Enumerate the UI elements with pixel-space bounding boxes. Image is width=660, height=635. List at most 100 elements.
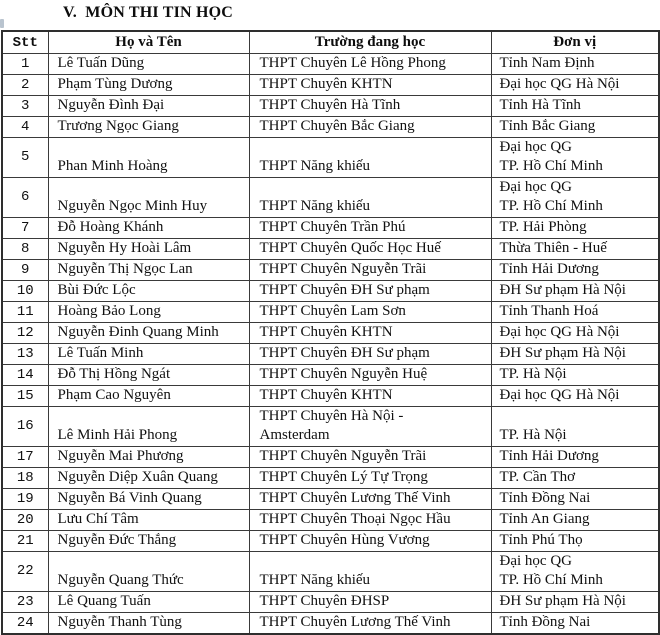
header-name: Họ và Tên: [47, 30, 250, 54]
stt-cell: 9: [1, 259, 49, 281]
name-cell: Trương Ngọc Giang: [47, 116, 250, 138]
unit-cell: Thừa Thiên - Huế: [490, 238, 660, 260]
name-cell: Đỗ Hoàng Khánh: [47, 217, 250, 239]
table-row: 15 Phạm Cao Nguyên THPT Chuyên KHTN Đại …: [1, 385, 660, 407]
school-cell: THPT Chuyên Lương Thế Vinh: [248, 488, 492, 510]
stt-cell: 24: [1, 612, 49, 635]
name-cell: Đỗ Thị Hồng Ngát: [47, 364, 250, 386]
table-row: 24 Nguyễn Thanh Tùng THPT Chuyên Lương T…: [1, 612, 660, 635]
school-cell: THPT Chuyên Nguyễn Trãi: [248, 446, 492, 468]
school-cell: THPT Chuyên ĐH Sư phạm: [248, 343, 492, 365]
stt-cell: 17: [1, 446, 49, 468]
table-row: 1 Lê Tuấn Dũng THPT Chuyên Lê Hồng Phong…: [1, 53, 660, 75]
unit-cell: Tỉnh Hà Tĩnh: [490, 95, 660, 117]
unit-cell: ĐH Sư phạm Hà Nội: [490, 280, 660, 302]
table-row: 22 Nguyễn Quang Thức THPT Năng khiếu Đại…: [1, 551, 660, 592]
name-cell: Phạm Cao Nguyên: [47, 385, 250, 407]
unit-cell: Đại học QG TP. Hồ Chí Minh: [490, 137, 660, 178]
school-cell: THPT Chuyên Quốc Học Huế: [248, 238, 492, 260]
table-row: 8 Nguyễn Hy Hoài Lâm THPT Chuyên Quốc Họ…: [1, 238, 660, 260]
header-unit: Đơn vị: [490, 30, 660, 54]
school-cell: THPT Chuyên Nguyễn Huệ: [248, 364, 492, 386]
table-row: 16 Lê Minh Hải Phong THPT Chuyên Hà Nội …: [1, 406, 660, 447]
unit-cell: Tỉnh Thanh Hoá: [490, 301, 660, 323]
table-row: 11 Hoàng Bảo Long THPT Chuyên Lam Sơn Tỉ…: [1, 301, 660, 323]
name-cell: Nguyễn Đình Đại: [47, 95, 250, 117]
stt-cell: 3: [1, 95, 49, 117]
header-stt: Stt: [1, 30, 49, 54]
unit-cell: Đại học QG TP. Hồ Chí Minh: [490, 177, 660, 218]
table-row: 23 Lê Quang Tuấn THPT Chuyên ĐHSP ĐH Sư …: [1, 591, 660, 613]
unit-cell: Tỉnh An Giang: [490, 509, 660, 531]
stt-cell: 11: [1, 301, 49, 323]
unit-cell: ĐH Sư phạm Hà Nội: [490, 591, 660, 613]
unit-cell: Đại học QG Hà Nội: [490, 74, 660, 96]
school-cell: THPT Chuyên Nguyễn Trãi: [248, 259, 492, 281]
school-cell: THPT Chuyên Trần Phú: [248, 217, 492, 239]
name-cell: Phan Minh Hoàng: [47, 137, 250, 178]
school-cell: THPT Chuyên Hà Nội - Amsterdam: [248, 406, 492, 447]
table-row: 17 Nguyễn Mai Phương THPT Chuyên Nguyễn …: [1, 446, 660, 468]
name-cell: Nguyễn Hy Hoài Lâm: [47, 238, 250, 260]
unit-cell: Đại học QG TP. Hồ Chí Minh: [490, 551, 660, 592]
unit-cell: TP. Hà Nội: [490, 364, 660, 386]
name-cell: Lê Tuấn Minh: [47, 343, 250, 365]
name-cell: Nguyễn Bá Vinh Quang: [47, 488, 250, 510]
school-cell: THPT Chuyên Lý Tự Trọng: [248, 467, 492, 489]
stt-cell: 6: [1, 177, 49, 218]
stt-cell: 8: [1, 238, 49, 260]
unit-cell: TP. Cần Thơ: [490, 467, 660, 489]
school-cell: THPT Chuyên Hà Tĩnh: [248, 95, 492, 117]
table-row: 4 Trương Ngọc Giang THPT Chuyên Bắc Gian…: [1, 116, 660, 138]
table-row: 6 Nguyễn Ngọc Minh Huy THPT Năng khiếu Đ…: [1, 177, 660, 218]
stt-cell: 14: [1, 364, 49, 386]
school-cell: THPT Năng khiếu: [248, 551, 492, 592]
name-cell: Hoàng Bảo Long: [47, 301, 250, 323]
stt-cell: 10: [1, 280, 49, 302]
stt-cell: 7: [1, 217, 49, 239]
name-cell: Lưu Chí Tâm: [47, 509, 250, 531]
school-cell: THPT Năng khiếu: [248, 177, 492, 218]
left-edge-artifact: [0, 19, 4, 28]
name-cell: Lê Tuấn Dũng: [47, 53, 250, 75]
stt-cell: 21: [1, 530, 49, 552]
unit-cell: TP. Hà Nội: [490, 406, 660, 447]
unit-cell: Tỉnh Nam Định: [490, 53, 660, 75]
name-cell: Nguyễn Đức Thắng: [47, 530, 250, 552]
exam-roster-table: Stt Họ và Tên Trường đang học Đơn vị 1 L…: [1, 30, 660, 635]
table-header-row: Stt Họ và Tên Trường đang học Đơn vị: [1, 30, 660, 54]
table-row: 7 Đỗ Hoàng Khánh THPT Chuyên Trần Phú TP…: [1, 217, 660, 239]
table-row: 21 Nguyễn Đức Thắng THPT Chuyên Hùng Vươ…: [1, 530, 660, 552]
school-cell: THPT Chuyên ĐH Sư phạm: [248, 280, 492, 302]
stt-cell: 23: [1, 591, 49, 613]
table-row: 3 Nguyễn Đình Đại THPT Chuyên Hà Tĩnh Tỉ…: [1, 95, 660, 117]
name-cell: Bùi Đức Lộc: [47, 280, 250, 302]
name-cell: Lê Minh Hải Phong: [47, 406, 250, 447]
table-row: 20 Lưu Chí Tâm THPT Chuyên Thoại Ngọc Hầ…: [1, 509, 660, 531]
stt-cell: 12: [1, 322, 49, 344]
header-school: Trường đang học: [248, 30, 492, 54]
unit-cell: Tỉnh Phú Thọ: [490, 530, 660, 552]
name-cell: Nguyễn Mai Phương: [47, 446, 250, 468]
section-title: V. MÔN THI TIN HỌC: [63, 4, 234, 21]
table-row: 10 Bùi Đức Lộc THPT Chuyên ĐH Sư phạm ĐH…: [1, 280, 660, 302]
stt-cell: 13: [1, 343, 49, 365]
table-row: 14 Đỗ Thị Hồng Ngát THPT Chuyên Nguyễn H…: [1, 364, 660, 386]
name-cell: Nguyễn Ngọc Minh Huy: [47, 177, 250, 218]
school-cell: THPT Chuyên KHTN: [248, 385, 492, 407]
school-cell: THPT Chuyên Lê Hồng Phong: [248, 53, 492, 75]
school-cell: THPT Chuyên Thoại Ngọc Hầu: [248, 509, 492, 531]
stt-cell: 1: [1, 53, 49, 75]
table-row: 9 Nguyễn Thị Ngọc Lan THPT Chuyên Nguyễn…: [1, 259, 660, 281]
school-cell: THPT Chuyên Lam Sơn: [248, 301, 492, 323]
table-row: 18 Nguyễn Diệp Xuân Quang THPT Chuyên Lý…: [1, 467, 660, 489]
unit-cell: ĐH Sư phạm Hà Nội: [490, 343, 660, 365]
unit-cell: Tỉnh Bắc Giang: [490, 116, 660, 138]
table-row: 2 Phạm Tùng Dương THPT Chuyên KHTN Đại h…: [1, 74, 660, 96]
stt-cell: 2: [1, 74, 49, 96]
table-row: 19 Nguyễn Bá Vinh Quang THPT Chuyên Lươn…: [1, 488, 660, 510]
stt-cell: 22: [1, 551, 49, 592]
unit-cell: Tỉnh Hải Dương: [490, 259, 660, 281]
unit-cell: Đại học QG Hà Nội: [490, 385, 660, 407]
school-cell: THPT Chuyên Hùng Vương: [248, 530, 492, 552]
